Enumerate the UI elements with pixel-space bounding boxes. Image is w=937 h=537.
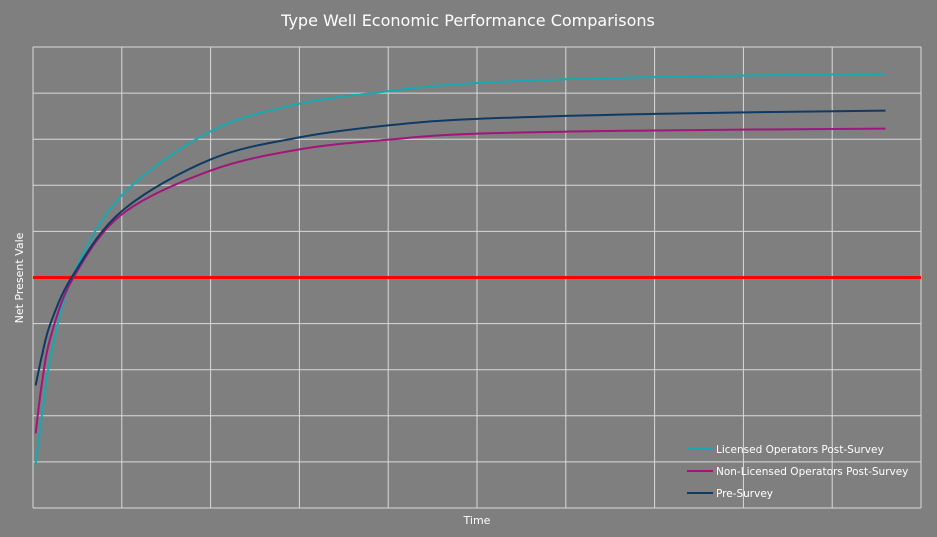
series-line-1 xyxy=(34,127,886,434)
legend-entry: Licensed Operators Post-Survey xyxy=(716,444,884,456)
x-axis-label: Time xyxy=(463,514,491,527)
legend-entry: Non-Licensed Operators Post-Survey xyxy=(716,466,908,478)
series-lines xyxy=(34,72,886,465)
legend: Licensed Operators Post-Survey Non-Licens… xyxy=(687,444,908,500)
legend-entry: Pre-Survey xyxy=(716,488,773,500)
series-line-0 xyxy=(34,72,886,465)
series-line-2 xyxy=(34,109,886,386)
y-axis-label: Net Present Vale xyxy=(13,232,26,323)
chart-title: Type Well Economic Performance Compariso… xyxy=(280,11,655,30)
